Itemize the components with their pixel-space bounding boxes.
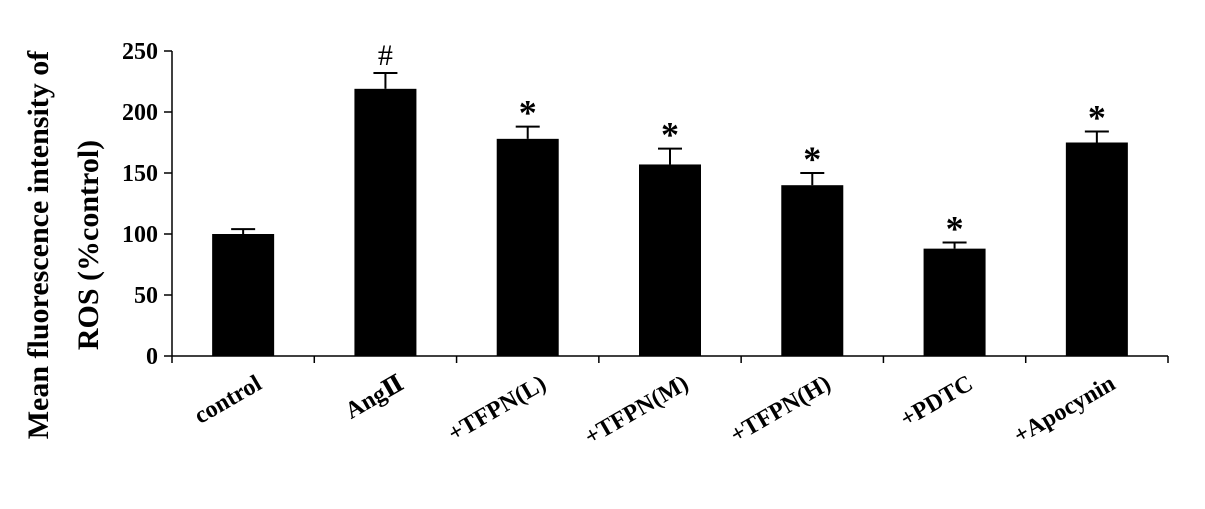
x-tick-label: +TFPN(H) bbox=[726, 371, 835, 449]
bar bbox=[496, 138, 559, 356]
significance-marker: * bbox=[1088, 98, 1106, 138]
bar bbox=[212, 234, 275, 356]
significance-marker: # bbox=[378, 39, 393, 72]
significance-marker: * bbox=[946, 209, 964, 249]
plot-area: 0 50 100 150 200 250 control # AngⅡ * +TFPN(L) * +TF… bbox=[122, 39, 1169, 451]
y-axis-label-line1: Mean fluorescence intensity of bbox=[22, 50, 55, 440]
significance-marker: * bbox=[519, 93, 537, 133]
y-tick-label: 250 bbox=[122, 39, 158, 65]
bar bbox=[354, 88, 417, 356]
significance-marker: * bbox=[661, 115, 679, 155]
y-tick-label: 0 bbox=[146, 344, 158, 370]
y-tick-label: 50 bbox=[134, 283, 158, 309]
x-tick-label: control bbox=[190, 370, 266, 429]
y-tick-label: 100 bbox=[122, 222, 158, 248]
y-tick-label: 150 bbox=[122, 161, 158, 187]
x-tick-label: +TFPN(L) bbox=[444, 371, 551, 448]
x-tick-label: AngⅡ bbox=[341, 371, 408, 425]
x-tick-label: +TFPN(M) bbox=[580, 371, 693, 451]
bar bbox=[1065, 142, 1128, 356]
bar bbox=[781, 185, 844, 356]
bar bbox=[923, 248, 986, 356]
bar bbox=[639, 164, 701, 356]
significance-marker: * bbox=[803, 139, 821, 179]
x-tick-label: +PDTC bbox=[896, 371, 977, 433]
x-tick-label: +Apocynin bbox=[1010, 371, 1120, 450]
y-axis-label-line2: ROS (%control) bbox=[72, 140, 105, 350]
y-axis-label: Mean fluorescence intensity of ROS (%con… bbox=[22, 50, 105, 440]
y-tick-label: 200 bbox=[122, 100, 158, 126]
